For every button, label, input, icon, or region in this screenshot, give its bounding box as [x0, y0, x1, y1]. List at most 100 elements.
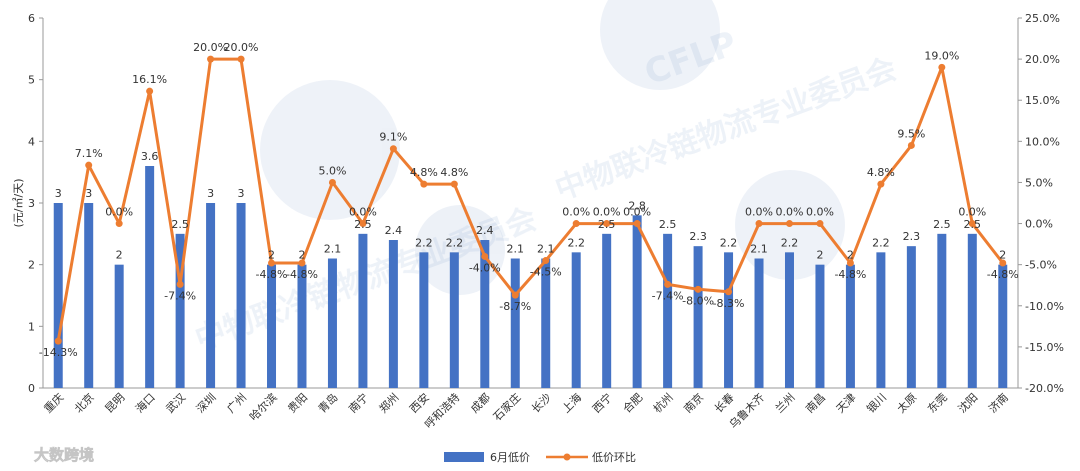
bar-value-label: 2.8 — [628, 199, 646, 212]
line-point — [664, 280, 672, 288]
bar-value-label: 2.4 — [476, 224, 494, 237]
line-point — [298, 259, 306, 267]
line-value-label: 0.0% — [105, 206, 133, 219]
x-category-label: 长春 — [712, 391, 737, 416]
line-value-label: -4.5% — [530, 266, 562, 279]
bar-value-label: 2.3 — [689, 230, 707, 243]
x-category-label: 西宁 — [589, 390, 614, 415]
bar — [297, 264, 307, 388]
bar — [388, 240, 398, 388]
line-value-label: 5.0% — [318, 164, 346, 177]
line-value-label: -8.0% — [682, 294, 714, 307]
bar — [206, 203, 216, 388]
line-point — [694, 285, 702, 293]
bar — [480, 240, 490, 388]
bar — [876, 252, 886, 388]
legend-label-bar: 6月低价 — [490, 451, 530, 464]
y2-tick-label: -10.0% — [1025, 300, 1064, 313]
bar-value-label: 2.3 — [903, 230, 921, 243]
bar-value-label: 2.2 — [720, 236, 738, 249]
line-point — [207, 55, 215, 63]
bar — [236, 203, 246, 388]
line-point — [146, 87, 154, 95]
line-point — [938, 63, 946, 71]
line-point — [115, 220, 123, 228]
line-value-label: 0.0% — [806, 206, 834, 219]
y2-tick-label: 5.0% — [1025, 176, 1053, 189]
line-value-label: 0.0% — [349, 206, 377, 219]
bar — [267, 264, 277, 388]
y-axis-label: (元/㎡/天) — [12, 179, 25, 228]
line-value-label: -7.4% — [164, 289, 196, 302]
bar-value-label: 2 — [116, 249, 123, 262]
legend: 6月低价 低价环比 — [444, 451, 636, 464]
x-category-label: 南昌 — [803, 391, 828, 416]
bar-value-label: 2.4 — [385, 224, 403, 237]
legend-label-line: 低价环比 — [592, 451, 636, 464]
x-category-label: 昆明 — [103, 391, 128, 416]
x-category-label: 上海 — [559, 390, 584, 415]
bar — [784, 252, 794, 388]
line-value-label: -8.7% — [499, 300, 531, 313]
line-value-label: -14.3% — [39, 346, 78, 359]
brand-logo-icon — [9, 444, 29, 464]
bar — [419, 252, 429, 388]
y-tick-label: 1 — [28, 320, 35, 333]
line-point — [359, 220, 367, 228]
bar-value-label: 2.2 — [446, 236, 464, 249]
line-value-label: 4.8% — [867, 166, 895, 179]
x-category-label: 石家庄 — [490, 390, 523, 423]
y-tick-label: 5 — [28, 74, 35, 87]
bar-value-label: 2 — [268, 249, 275, 262]
bar-value-label: 2.5 — [171, 218, 189, 231]
line-point — [176, 280, 184, 288]
bar-value-label: 2.5 — [598, 218, 616, 231]
bar-value-label: 2.1 — [507, 243, 525, 256]
bar — [327, 258, 337, 388]
legend-swatch-marker — [563, 453, 571, 461]
line-value-label: 0.0% — [958, 206, 986, 219]
x-category-label: 南京 — [681, 390, 706, 415]
bar — [906, 246, 916, 388]
line-point — [85, 161, 93, 169]
series-line — [56, 57, 1004, 342]
bar-value-label: 2.5 — [659, 218, 677, 231]
bar — [967, 233, 977, 388]
line-point — [999, 259, 1007, 267]
line-point — [816, 220, 824, 228]
bar-value-label: 3 — [207, 187, 214, 200]
line-value-label: 16.1% — [132, 73, 167, 86]
bar — [815, 264, 825, 388]
bar-value-label: 2.1 — [537, 243, 555, 256]
x-category-label: 东莞 — [925, 391, 950, 416]
x-category-label: 海口 — [132, 390, 157, 415]
line-value-label: 4.8% — [410, 166, 438, 179]
line-value-label: 9.5% — [897, 127, 925, 140]
bar — [114, 264, 124, 388]
line-point — [846, 259, 854, 267]
line-value-label: 0.0% — [776, 206, 804, 219]
line-value-label: -4.8% — [987, 268, 1019, 281]
x-category-label: 青岛 — [315, 390, 340, 415]
x-category-label: 杭州 — [650, 390, 675, 415]
bar-value-label: 2.5 — [964, 218, 982, 231]
bar-value-label: 2 — [999, 249, 1006, 262]
bars — [53, 166, 1008, 388]
bar — [541, 258, 551, 388]
line-value-label: 0.0% — [562, 206, 590, 219]
bar — [632, 215, 642, 388]
line-value-label: 9.1% — [379, 131, 407, 144]
x-category-label: 广州 — [224, 391, 249, 416]
x-category-label: 哈尔滨 — [246, 390, 279, 423]
y2-tick-label: 20.0% — [1025, 53, 1060, 66]
bar — [510, 258, 520, 388]
brand-watermark-text: 大数跨境 — [34, 446, 94, 464]
line-point — [54, 337, 62, 345]
bar-value-label: 2.5 — [354, 218, 372, 231]
line-value-label: 4.8% — [440, 166, 468, 179]
line-point — [633, 220, 641, 228]
y-tick-label: 4 — [28, 135, 35, 148]
bar-value-label: 2.2 — [872, 236, 890, 249]
x-category-label: 济南 — [985, 390, 1010, 415]
